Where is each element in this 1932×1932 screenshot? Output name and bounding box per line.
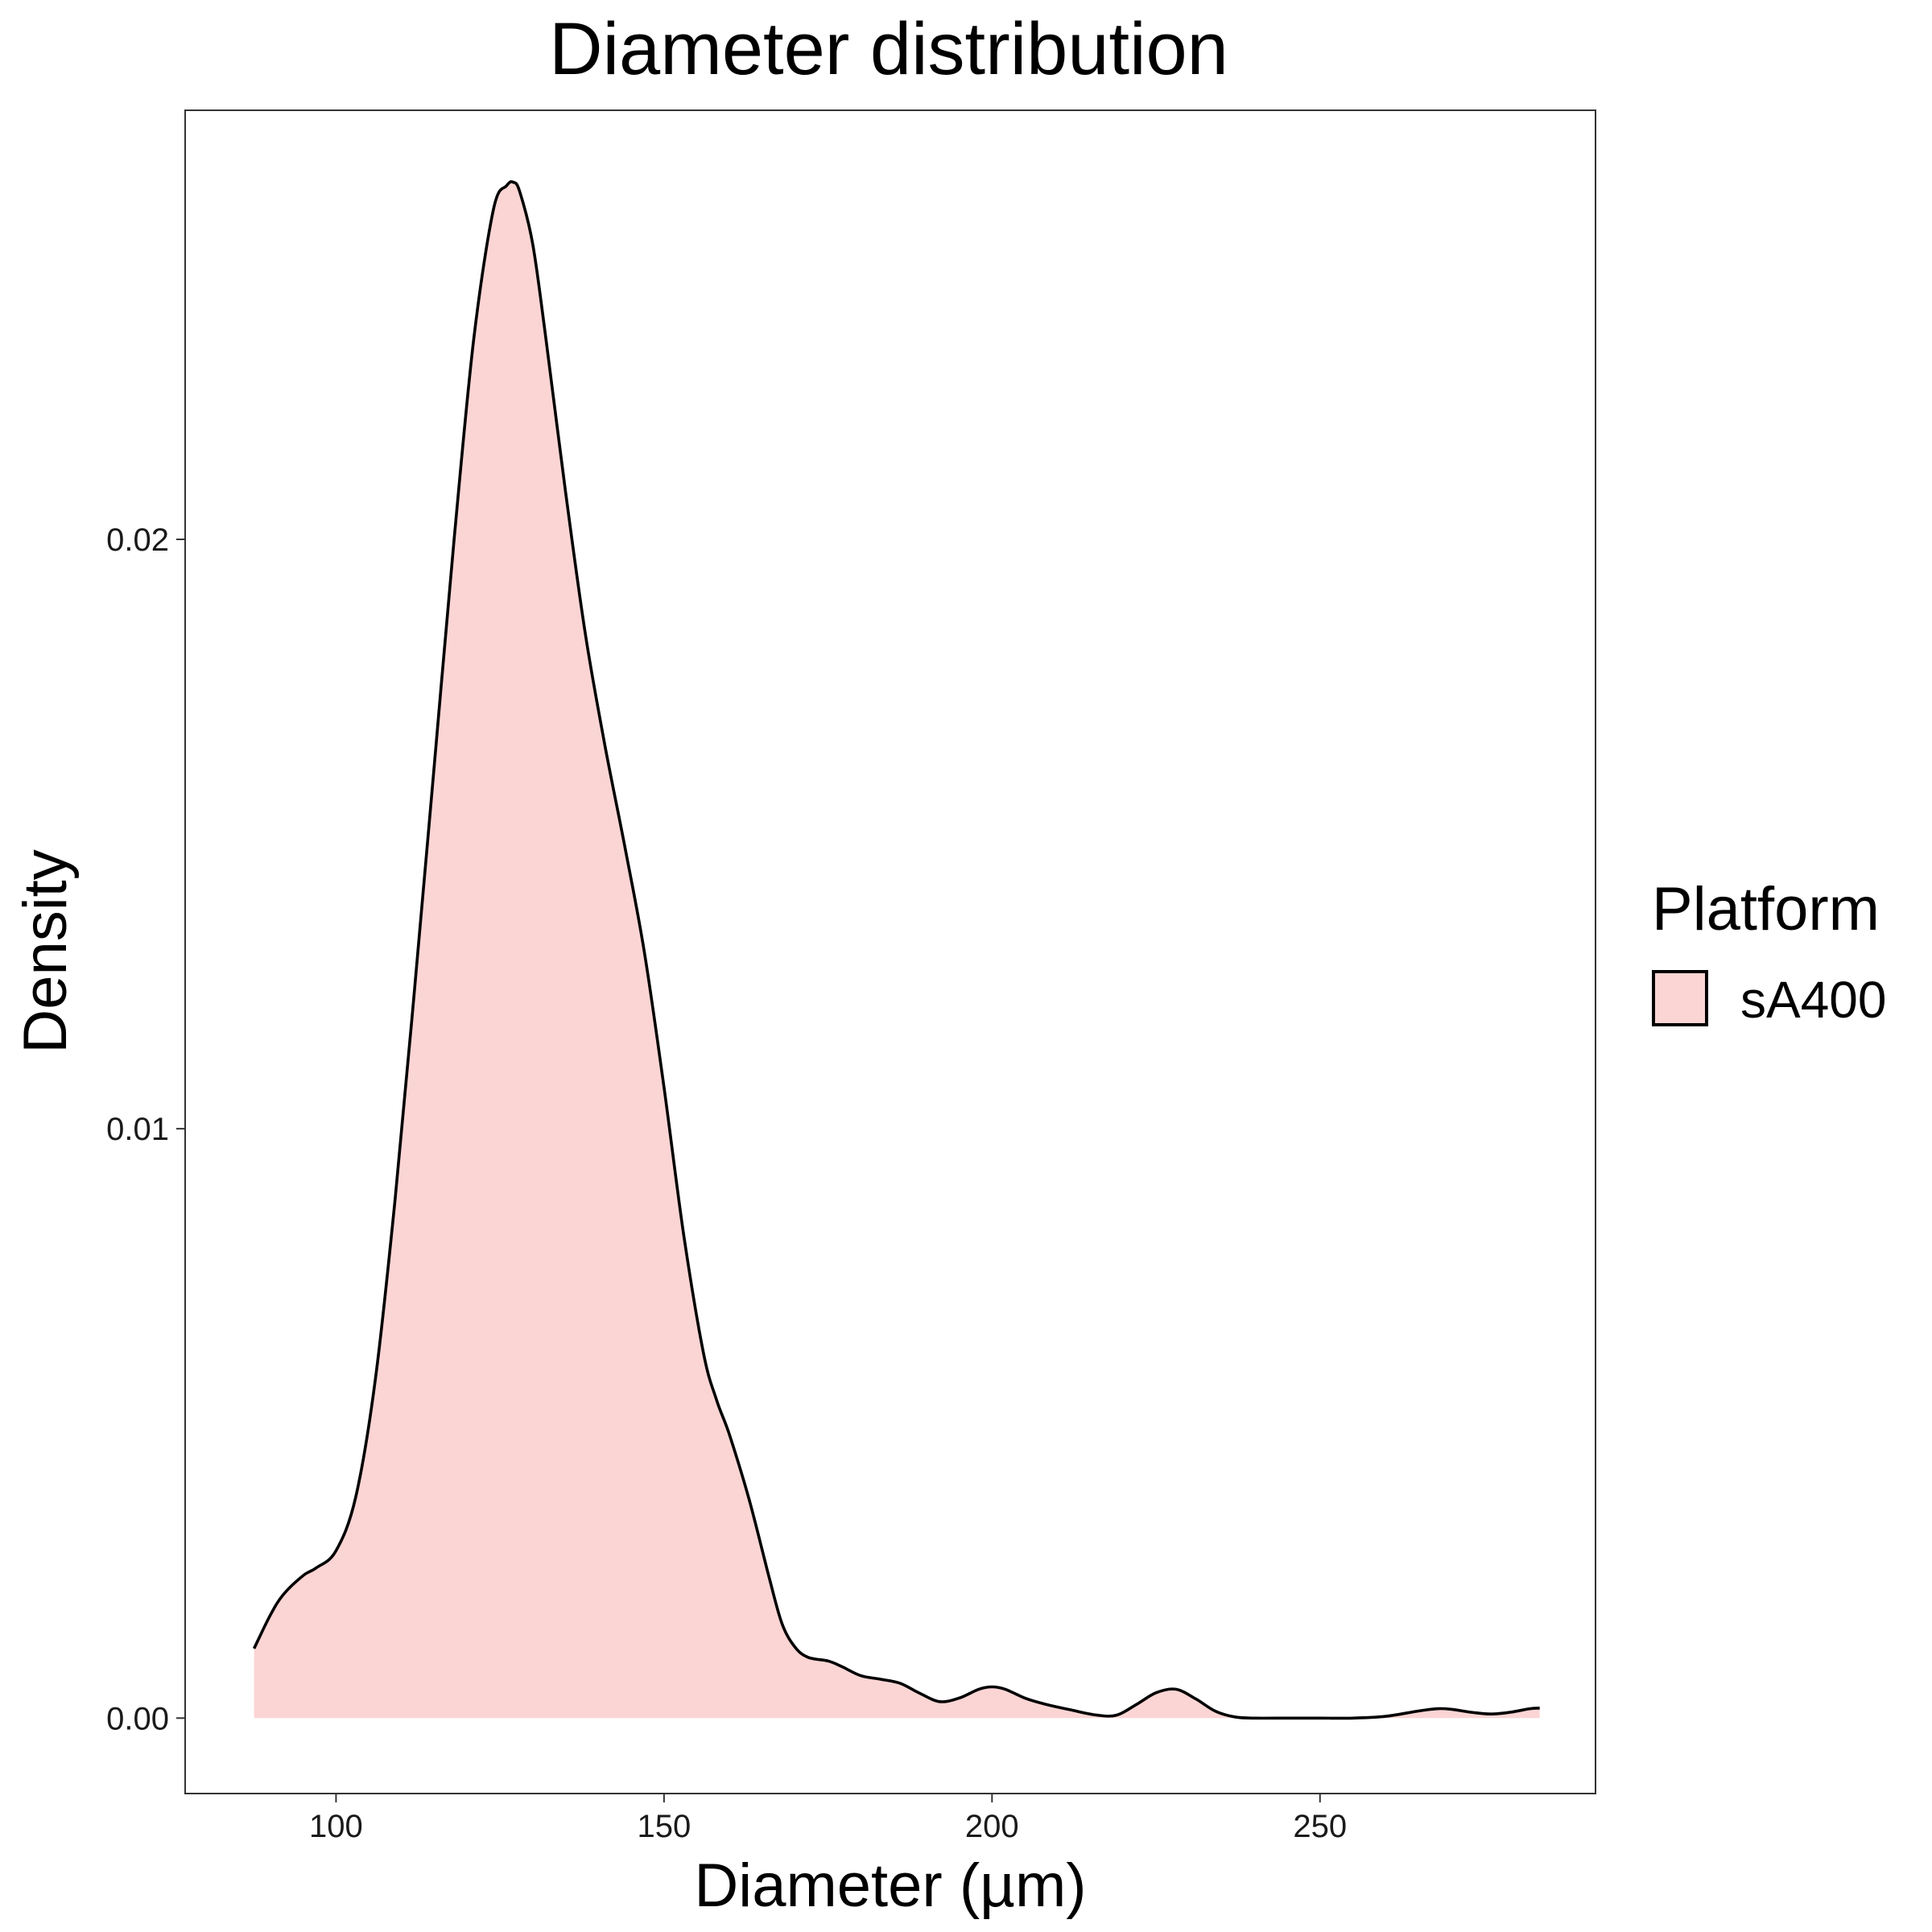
y-axis-title: Density [11,849,80,1053]
density-area-sA400 [254,181,1540,1719]
plot-area [184,109,1596,1794]
panel-border [184,109,1596,1794]
x-tick-label: 150 [637,1809,691,1844]
y-tick-label: 0.01 [106,1112,169,1147]
legend-label-sA400: sA400 [1740,971,1886,1029]
legend: Platform sA400 [1652,875,1886,1029]
density-line-sA400 [252,180,1540,1720]
y-tick-label: 0.02 [106,522,169,558]
x-tick-label: 200 [965,1809,1019,1844]
x-axis: 100 150 200 250 [309,1794,1347,1844]
legend-title: Platform [1652,875,1880,943]
x-tick-label: 250 [1293,1809,1347,1844]
y-axis: 0.00 0.01 0.02 [106,522,185,1736]
legend-key-sA400 [1652,970,1708,1026]
x-axis-title: Diameter (µm) [694,1852,1086,1920]
x-tick-label: 100 [309,1809,363,1844]
y-tick-label: 0.00 [106,1701,169,1736]
chart-title: Diameter distribution [549,8,1228,90]
